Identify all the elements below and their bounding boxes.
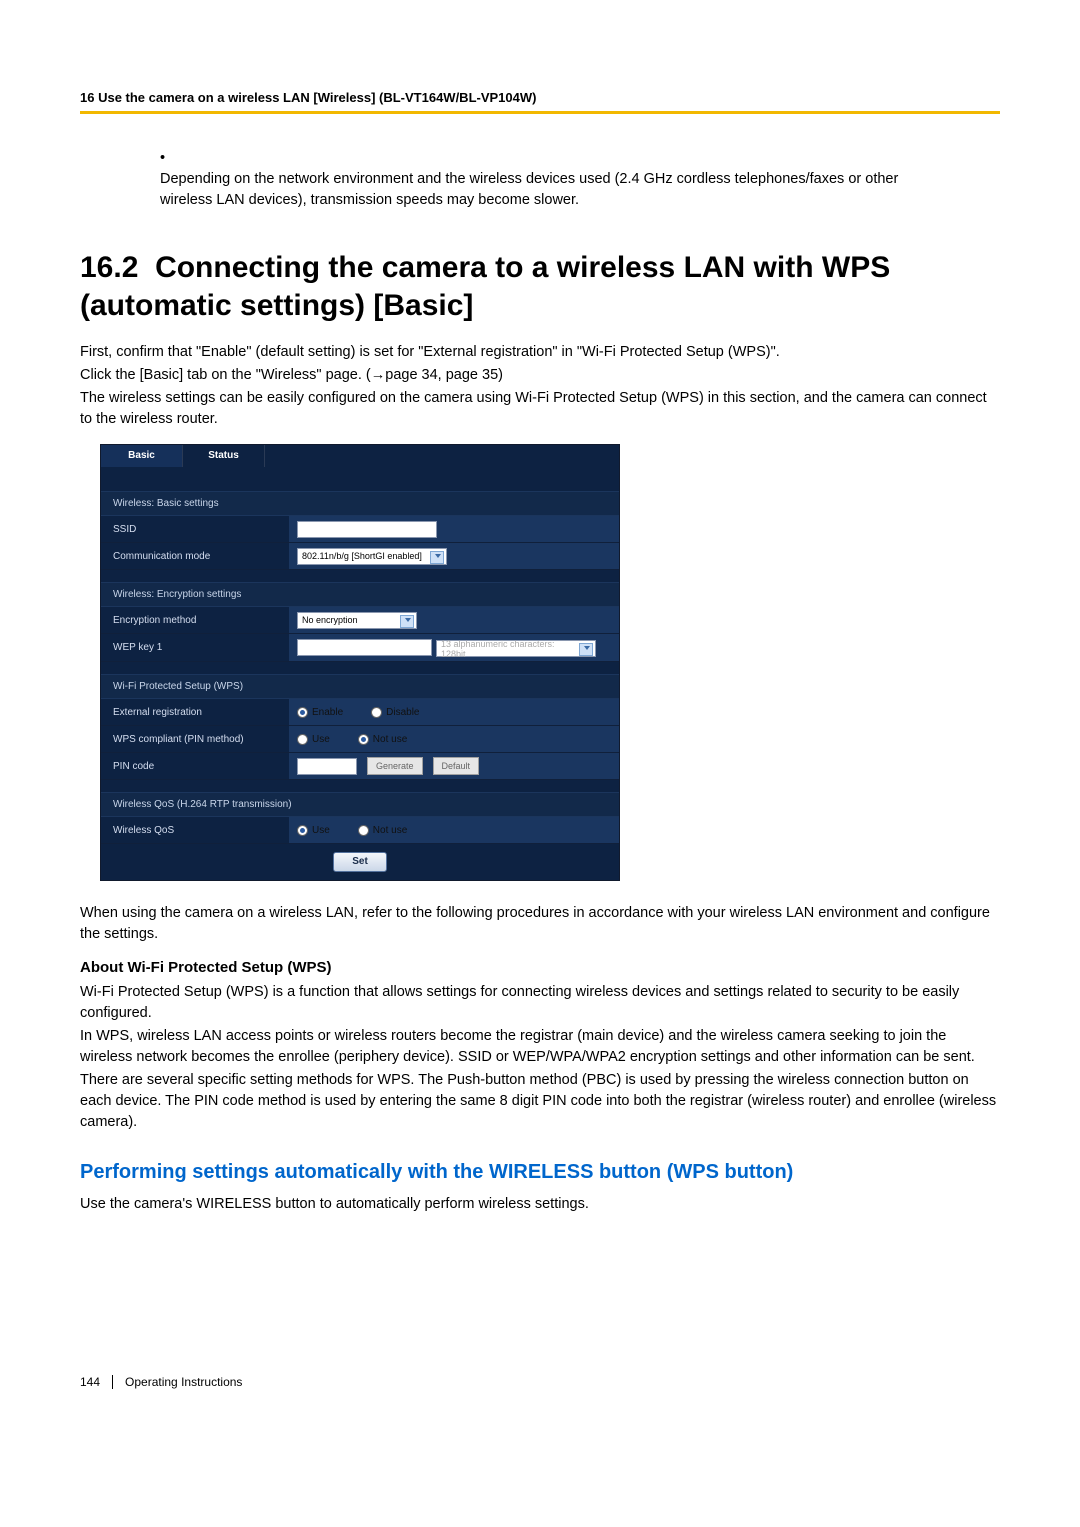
radio-icon <box>297 707 308 718</box>
radio-icon <box>358 734 369 745</box>
ext-reg-enable[interactable]: Enable <box>297 707 343 718</box>
performing-settings-heading: Performing settings automatically with t… <box>80 1161 1000 1184</box>
wep-key-format-select[interactable]: 13 alphanumeric characters: 128bit <box>436 640 596 657</box>
row-external-registration: External registration Enable Disable <box>101 699 619 726</box>
label-pin-method: WPS compliant (PIN method) <box>101 729 289 750</box>
qos-not-use[interactable]: Not use <box>358 825 407 836</box>
about-wps-p2: In WPS, wireless LAN access points or wi… <box>80 1026 1000 1068</box>
row-wep-key: WEP key 1 13 alphanumeric characters: 12… <box>101 634 619 662</box>
chevron-down-icon <box>435 554 441 558</box>
panel-body: Wireless: Basic settings SSID Communicat… <box>101 491 619 872</box>
section-wireless-qos: Wireless QoS (H.264 RTP transmission) <box>101 792 619 817</box>
wep-key-input[interactable] <box>297 639 432 656</box>
encryption-method-select[interactable]: No encryption <box>297 612 417 629</box>
note-bullet: • Depending on the network environment a… <box>160 148 960 211</box>
section-basic-settings: Wireless: Basic settings <box>101 491 619 516</box>
pin-method-use[interactable]: Use <box>297 734 330 745</box>
bullet-text: Depending on the network environment and… <box>160 169 938 211</box>
intro-p3: The wireless settings can be easily conf… <box>80 388 1000 430</box>
ext-reg-disable[interactable]: Disable <box>371 707 419 718</box>
page-number: 144 <box>80 1375 113 1389</box>
row-wireless-qos: Wireless QoS Use Not use <box>101 817 619 844</box>
row-comm-mode: Communication mode 802.11n/b/g [ShortGI … <box>101 543 619 570</box>
tab-status[interactable]: Status <box>183 445 265 467</box>
pin-code-input[interactable] <box>297 758 357 775</box>
section-title-text: Connecting the camera to a wireless LAN … <box>80 251 890 322</box>
ssid-input[interactable] <box>297 521 437 538</box>
pin-method-not-use[interactable]: Not use <box>358 734 407 745</box>
radio-icon <box>297 825 308 836</box>
post-panel-text: When using the camera on a wireless LAN,… <box>80 903 1000 945</box>
section-number: 16.2 <box>80 251 138 284</box>
row-pin-method: WPS compliant (PIN method) Use Not use <box>101 726 619 753</box>
qos-use[interactable]: Use <box>297 825 330 836</box>
panel-tabs: Basic Status <box>101 445 619 467</box>
row-pin-code: PIN code Generate Default <box>101 753 619 780</box>
about-wps-p3: There are several specific setting metho… <box>80 1070 1000 1133</box>
wep-key-format-value: 13 alphanumeric characters: 128bit <box>441 639 579 659</box>
comm-mode-value: 802.11n/b/g [ShortGI enabled] <box>302 551 422 561</box>
about-wps-p1: Wi-Fi Protected Setup (WPS) is a functio… <box>80 982 1000 1024</box>
section-title: 16.2 Connecting the camera to a wireless… <box>80 249 1000 324</box>
radio-icon <box>358 825 369 836</box>
label-wep-key: WEP key 1 <box>101 637 289 658</box>
label-pin-code: PIN code <box>101 756 289 777</box>
wireless-settings-panel: Basic Status Wireless: Basic settings SS… <box>100 444 620 881</box>
page-footer: 144 Operating Instructions <box>80 1375 1000 1389</box>
section-encryption: Wireless: Encryption settings <box>101 582 619 607</box>
chevron-down-icon <box>584 646 590 650</box>
bullet-marker: • <box>160 148 178 169</box>
radio-icon <box>371 707 382 718</box>
label-comm-mode: Communication mode <box>101 546 289 567</box>
radio-icon <box>297 734 308 745</box>
page-header: 16 Use the camera on a wireless LAN [Wir… <box>80 90 1000 114</box>
comm-mode-select[interactable]: 802.11n/b/g [ShortGI enabled] <box>297 548 447 565</box>
intro-block: First, confirm that "Enable" (default se… <box>80 342 1000 430</box>
row-encryption-method: Encryption method No encryption <box>101 607 619 634</box>
encryption-method-value: No encryption <box>302 615 358 625</box>
label-wireless-qos: Wireless QoS <box>101 820 289 841</box>
generate-button[interactable]: Generate <box>367 757 423 775</box>
tab-basic[interactable]: Basic <box>101 445 183 467</box>
section-wps: Wi-Fi Protected Setup (WPS) <box>101 674 619 699</box>
chevron-down-icon <box>405 618 411 622</box>
intro-p1: First, confirm that "Enable" (default se… <box>80 342 1000 363</box>
set-button[interactable]: Set <box>333 852 387 872</box>
footer-label: Operating Instructions <box>125 1375 242 1389</box>
label-encryption-method: Encryption method <box>101 610 289 631</box>
label-external-registration: External registration <box>101 702 289 723</box>
row-ssid: SSID <box>101 516 619 543</box>
default-button[interactable]: Default <box>433 757 480 775</box>
intro-p2: Click the [Basic] tab on the "Wireless" … <box>80 365 1000 386</box>
performing-settings-text: Use the camera's WIRELESS button to auto… <box>80 1194 1000 1215</box>
about-wps-heading: About Wi-Fi Protected Setup (WPS) <box>80 959 1000 976</box>
label-ssid: SSID <box>101 519 289 540</box>
